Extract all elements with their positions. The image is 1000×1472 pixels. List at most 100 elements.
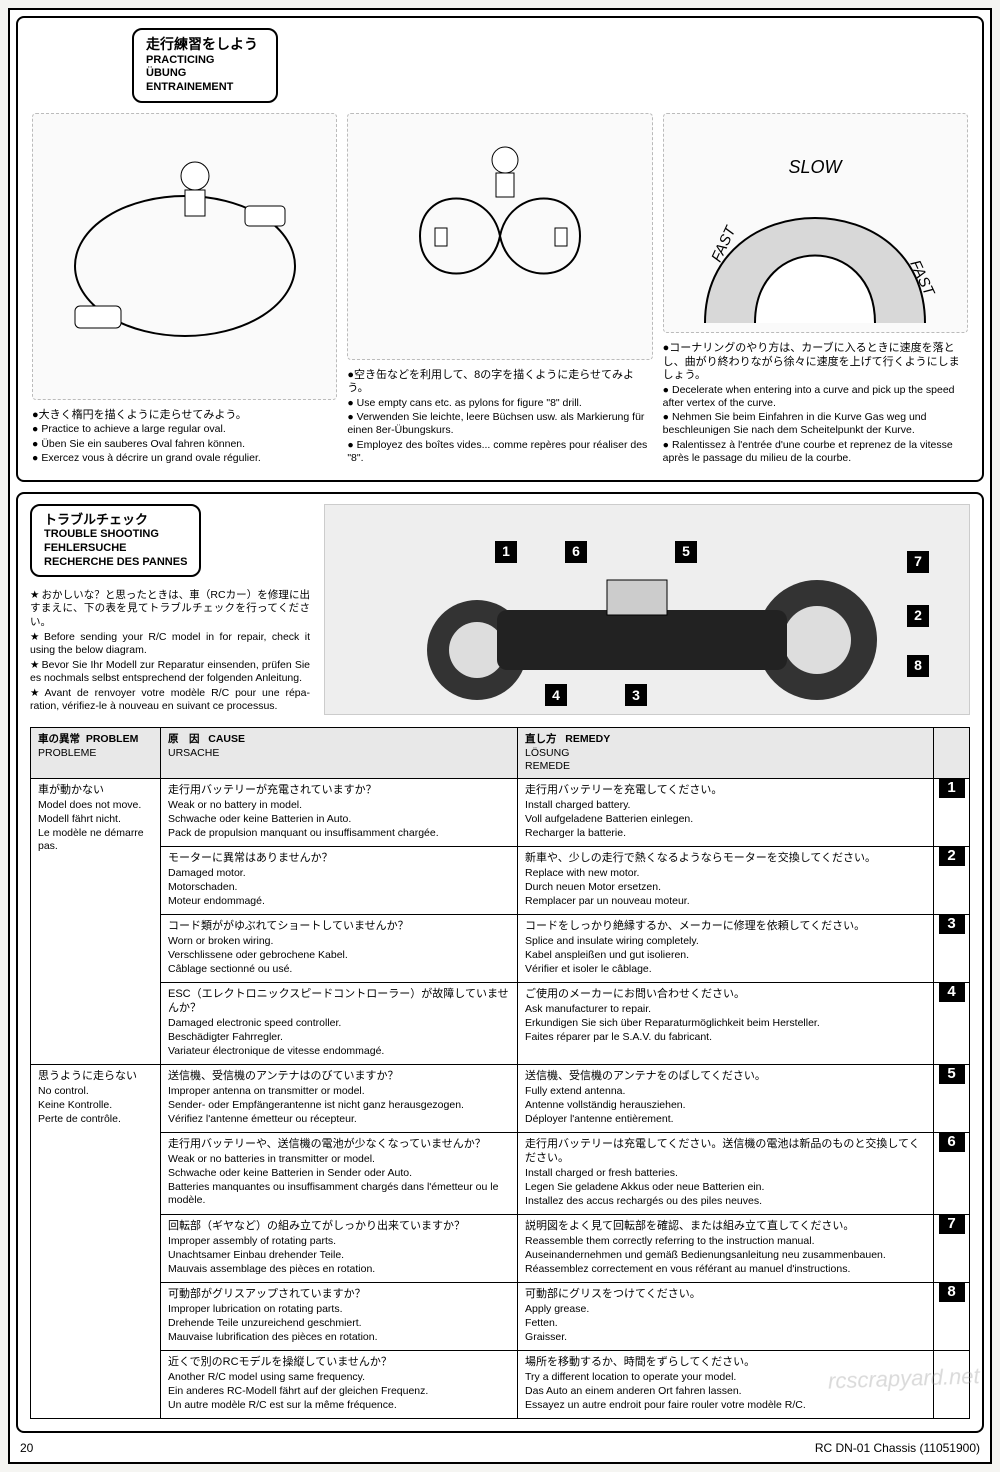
cap3-de: Nehmen Sie beim Einfahren in die Kurve G…	[663, 411, 968, 437]
callout-1: 1	[495, 541, 517, 563]
cell-cause: 可動部がグリスアップされていますか？Improper lubrication o…	[161, 1283, 518, 1351]
curve-svg: SLOW FAST FAST	[675, 123, 955, 323]
cap1-en: Practice to achieve a large regular oval…	[32, 423, 337, 436]
cell-remedy: ご使用のメーカーにお問い合わせください。Ask manufacturer to …	[518, 983, 934, 1065]
table-row: コード類ががゆぶれてショートしていませんか？Worn or broken wir…	[31, 915, 970, 983]
th-cause-de: URSACHE	[168, 747, 219, 759]
callout-3: 3	[625, 684, 647, 706]
page-footer: 20 RC DN-01 Chassis (11051900)	[16, 1441, 984, 1456]
intro-de: Bevor Sie Ihr Modell zur Reparatur einse…	[30, 659, 310, 685]
cell-remedy: 新車や、少しの走行で熱くなるようならモーターを交換してください。Replace …	[518, 846, 934, 914]
table-row: 走行用バッテリーや、送信機の電池が少なくなっていませんか？Weak or no …	[31, 1133, 970, 1215]
cell-problem: 思うように走らないNo control.Keine Kontrolle.Pert…	[31, 1065, 161, 1419]
cell-number: 8	[934, 1283, 970, 1351]
col-figure8: ●空き缶などを利用して、8の字を描くように走らせてみよう。 Use empty …	[347, 113, 652, 466]
cap3-fr: Ralentissez à l'entrée d'une courbe et r…	[663, 439, 968, 465]
trouble-intro: おかしいな？と思ったときは、車（RCカー）を修理に出すまえに、下の表を見てトラブ…	[30, 589, 310, 713]
oval-svg	[45, 156, 325, 356]
illustration-figure8	[347, 113, 652, 360]
th-cause: 原 因 CAUSE URSACHE	[161, 728, 518, 778]
cap3-jp: ●コーナリングのやり方は、カーブに入るときに速度を落とし、曲がり終わりながら徐々…	[663, 342, 968, 383]
illustration-oval	[32, 113, 337, 400]
cap1-fr: Exercez vous à décrire un grand ovale ré…	[32, 452, 337, 465]
cap1-de: Üben Sie ein sauberes Oval fahren können…	[32, 438, 337, 451]
th-remedy-jp: 直し方	[525, 733, 557, 745]
cell-number: 1	[934, 778, 970, 846]
cap1-jp: ●大きく楕円を描くように走らせてみよう。	[32, 409, 337, 423]
table-row: 近くで別のRCモデルを操縦していませんか？Another R/C model u…	[31, 1351, 970, 1419]
th-cause-en: CAUSE	[208, 733, 245, 745]
cell-cause: モーターに異常はありませんか？Damaged motor.Motorschade…	[161, 846, 518, 914]
th-problem-en: PROBLEM	[86, 733, 139, 745]
th-remedy-fr: REMEDE	[525, 760, 570, 772]
th-remedy: 直し方 REMEDY LÖSUNG REMEDE	[518, 728, 934, 778]
manual-page: 走行練習をしよう PRACTICING ÜBUNG ENTRAINEMENT ●…	[8, 8, 992, 1464]
cell-remedy: 送信機、受信機のアンテナをのばしてください。Fully extend anten…	[518, 1065, 934, 1133]
cell-number	[934, 1351, 970, 1419]
illustration-curve: SLOW FAST FAST	[663, 113, 968, 333]
cap2-en: Use empty cans etc. as pylons for figure…	[347, 397, 652, 410]
heading-en: PRACTICING	[146, 54, 258, 68]
table-row: 思うように走らないNo control.Keine Kontrolle.Pert…	[31, 1065, 970, 1133]
fig8-svg	[360, 136, 640, 336]
callout-8: 8	[907, 655, 929, 677]
th-remedy-en: REMEDY	[565, 733, 610, 745]
cell-cause: 近くで別のRCモデルを操縦していませんか？Another R/C model u…	[161, 1351, 518, 1419]
trouble-title: トラブルチェック TROUBLE SHOOTING FEHLERSUCHE RE…	[30, 504, 201, 578]
cap2-fr: Employez des boîtes vides... comme repèr…	[347, 439, 652, 465]
callout-4: 4	[545, 684, 567, 706]
chassis-photo: 1 6 5 7 2 8 4 3	[324, 504, 970, 716]
ttl-jp: トラブルチェック	[44, 512, 187, 528]
cell-number: 2	[934, 846, 970, 914]
page-number: 20	[20, 1441, 33, 1456]
cap2-de: Verwenden Sie leichte, leere Büchsen usw…	[347, 411, 652, 437]
cell-cause: ESC（エレクトロニックスピードコントローラー）が故障していませんか？Damag…	[161, 983, 518, 1065]
heading-de: ÜBUNG	[146, 67, 258, 81]
col-curve: SLOW FAST FAST ●コーナリングのやり方は、カーブに入るときに速度を…	[663, 113, 968, 466]
practicing-panel: 走行練習をしよう PRACTICING ÜBUNG ENTRAINEMENT ●…	[16, 16, 984, 482]
cell-number: 6	[934, 1133, 970, 1215]
table-row: 可動部がグリスアップされていますか？Improper lubrication o…	[31, 1283, 970, 1351]
cell-number: 5	[934, 1065, 970, 1133]
cell-number: 4	[934, 983, 970, 1065]
cell-cause: 走行用バッテリーが充電されていますか？Weak or no battery in…	[161, 778, 518, 846]
th-problem-jp: 車の異常	[38, 733, 80, 745]
cell-remedy: コードをしっかり絶縁するか、メーカーに修理を依頼してください。Splice an…	[518, 915, 934, 983]
captions-curve: ●コーナリングのやり方は、カーブに入るときに速度を落とし、曲がり終わりながら徐々…	[663, 341, 968, 466]
table-row: 回転部（ギヤなど）の組み立てがしっかり出来ていますか？Improper asse…	[31, 1215, 970, 1283]
cell-number: 7	[934, 1215, 970, 1283]
th-problem: 車の異常 PROBLEM PROBLEME	[31, 728, 161, 778]
table-header-row: 車の異常 PROBLEM PROBLEME 原 因 CAUSE URSACHE …	[31, 728, 970, 778]
cell-cause: 走行用バッテリーや、送信機の電池が少なくなっていませんか？Weak or no …	[161, 1133, 518, 1215]
col-oval: ●大きく楕円を描くように走らせてみよう。 Practice to achieve…	[32, 113, 337, 466]
table-row: モーターに異常はありませんか？Damaged motor.Motorschade…	[31, 846, 970, 914]
cell-cause: 回転部（ギヤなど）の組み立てがしっかり出来ていますか？Improper asse…	[161, 1215, 518, 1283]
cell-remedy: 走行用バッテリーを充電してください。Install charged batter…	[518, 778, 934, 846]
heading-fr: ENTRAINEMENT	[146, 81, 258, 95]
cell-cause: コード類ががゆぶれてショートしていませんか？Worn or broken wir…	[161, 915, 518, 983]
cell-remedy: 可動部にグリスをつけてください。Apply grease.Fetten.Grai…	[518, 1283, 934, 1351]
th-remedy-de: LÖSUNG	[525, 747, 569, 759]
th-cause-jp: 原 因	[168, 733, 200, 745]
cell-problem: 車が動かないModel does not move.Modell fährt n…	[31, 778, 161, 1064]
model-id: RC DN-01 Chassis (11051900)	[815, 1441, 980, 1456]
th-num	[934, 728, 970, 778]
slow-label: SLOW	[789, 157, 844, 177]
ttl-en: TROUBLE SHOOTING	[44, 528, 187, 542]
trouble-panel: トラブルチェック TROUBLE SHOOTING FEHLERSUCHE RE…	[16, 492, 984, 1434]
cap2-jp: ●空き缶などを利用して、8の字を描くように走らせてみよう。	[347, 369, 652, 397]
ttl-fr: RECHERCHE DES PANNES	[44, 556, 187, 570]
heading-jp: 走行練習をしよう	[146, 36, 258, 54]
intro-fr: Avant de renvoyer votre modèle R/C pour …	[30, 687, 310, 713]
practicing-heading: 走行練習をしよう PRACTICING ÜBUNG ENTRAINEMENT	[132, 28, 278, 103]
callout-6: 6	[565, 541, 587, 563]
cap3-en: Decelerate when entering into a curve an…	[663, 384, 968, 410]
th-problem-fr: PROBLEME	[38, 747, 96, 759]
table-row: 車が動かないModel does not move.Modell fährt n…	[31, 778, 970, 846]
cell-remedy: 走行用バッテリーは充電してください。送信機の電池は新品のものと交換してください。…	[518, 1133, 934, 1215]
captions-oval: ●大きく楕円を描くように走らせてみよう。 Practice to achieve…	[32, 408, 337, 466]
intro-jp: おかしいな？と思ったときは、車（RCカー）を修理に出すまえに、下の表を見てトラブ…	[30, 589, 310, 628]
ttl-de: FEHLERSUCHE	[44, 542, 187, 556]
cell-cause: 送信機、受信機のアンテナはのびていますか？Improper antenna on…	[161, 1065, 518, 1133]
intro-en: Before sending your R/C model in for rep…	[30, 631, 310, 657]
